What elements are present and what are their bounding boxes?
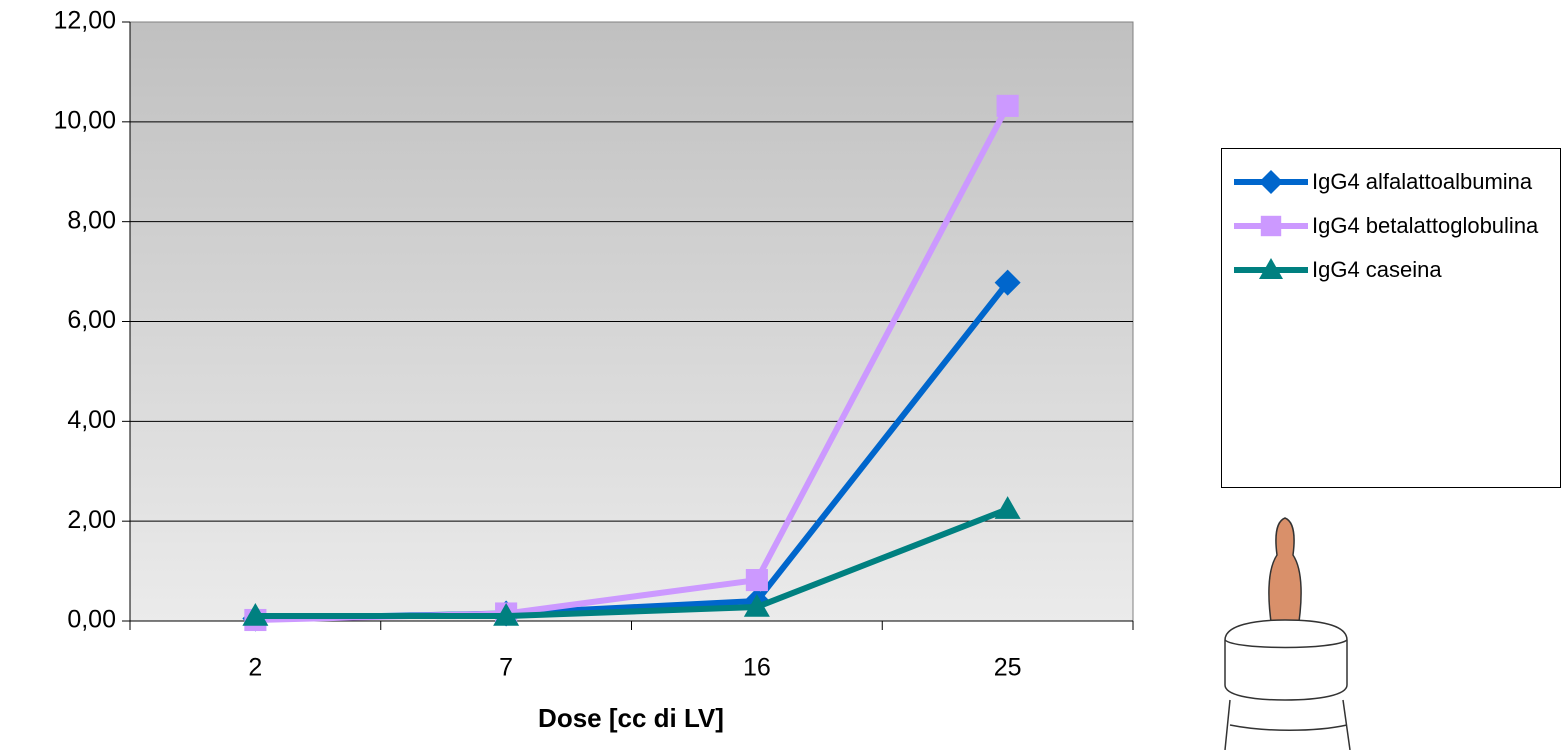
marker xyxy=(1259,258,1283,279)
legend-label: IgG4 alfalattoalbumina xyxy=(1312,169,1533,194)
marker xyxy=(493,603,520,626)
y-tick-label: 4,00 xyxy=(67,406,116,434)
marker xyxy=(743,594,770,617)
marker xyxy=(996,94,1019,117)
x-tick-label: 2 xyxy=(248,654,262,682)
marker xyxy=(1259,170,1283,194)
legend-label: IgG4 caseina xyxy=(1312,257,1442,282)
baby-bottle-illustration xyxy=(1224,517,1351,750)
legend-swatch xyxy=(1234,215,1308,237)
marker xyxy=(994,496,1021,519)
x-axis-label: Dose [cc di LV] xyxy=(538,703,724,733)
x-tick-label: 7 xyxy=(499,654,513,682)
y-tick-label: 8,00 xyxy=(67,206,116,234)
y-tick-label: 6,00 xyxy=(67,306,116,334)
legend-label: IgG4 betalattoglobulina xyxy=(1312,213,1539,238)
chart: Dose [cc di LV] 0,00 2,00 4,00 6,00 8,00 10,0… xyxy=(53,7,1134,733)
legend-entry: IgG4 betalattoglobulina xyxy=(1222,211,1560,241)
legend-swatch xyxy=(1234,170,1308,194)
x-tick-label: 25 xyxy=(994,654,1022,682)
legend-swatch xyxy=(1234,258,1308,279)
marker xyxy=(242,603,269,626)
legend: IgG4 alfalattoalbumina IgG4 betalattoglob… xyxy=(1221,148,1561,488)
y-tick-label: 12,00 xyxy=(53,7,116,35)
marker xyxy=(994,269,1021,296)
marker xyxy=(1260,215,1282,237)
legend-entry: IgG4 caseina xyxy=(1222,255,1560,285)
y-tick-label: 0,00 xyxy=(67,606,116,634)
y-tick-label: 10,00 xyxy=(53,106,116,134)
x-tick-label: 16 xyxy=(743,654,771,682)
y-tick-label: 2,00 xyxy=(67,506,116,534)
series-line xyxy=(255,506,1009,620)
marker xyxy=(745,569,768,592)
legend-entry: IgG4 alfalattoalbumina xyxy=(1222,167,1560,197)
